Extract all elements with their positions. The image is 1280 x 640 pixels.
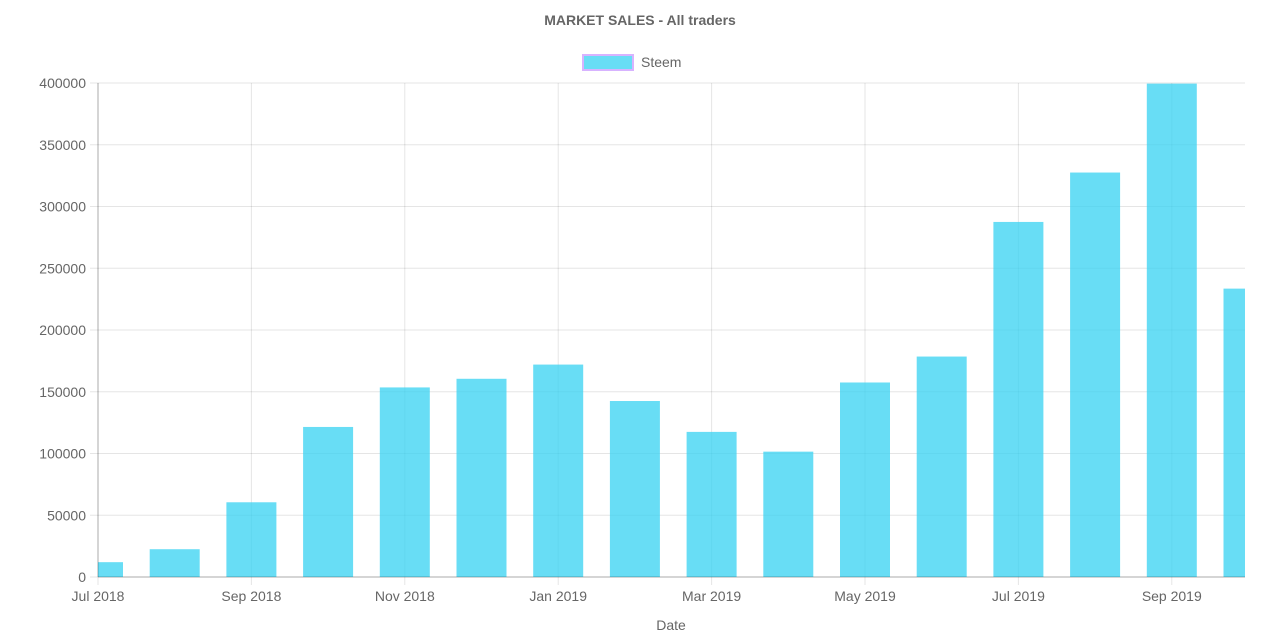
bar-2018-07[interactable] [98, 562, 123, 577]
y-tick-label: 100000 [39, 446, 86, 462]
x-tick-label: Mar 2019 [682, 588, 741, 604]
x-tick-label: Nov 2018 [375, 588, 435, 604]
y-tick-label: 150000 [39, 384, 86, 400]
bar-2018-08[interactable] [149, 549, 200, 577]
bar-2018-12[interactable] [456, 378, 507, 577]
bar-2018-10[interactable] [303, 426, 354, 577]
x-tick-label: Sep 2019 [1142, 588, 1202, 604]
y-tick-label: 300000 [39, 199, 86, 215]
bar-2019-01[interactable] [533, 364, 584, 577]
y-axis-ticks: 0 50000 100000 150000 200000 250000 300000 3500… [39, 75, 86, 585]
axes [97, 83, 1245, 578]
bar-2019-03[interactable] [686, 431, 737, 577]
bar-2019-05[interactable] [840, 382, 890, 577]
bar-2019-06[interactable] [916, 356, 967, 577]
bars [98, 83, 1246, 578]
y-tick-label: 0 [78, 569, 86, 585]
x-tick-label: Jul 2019 [992, 588, 1045, 604]
bar-2019-04[interactable] [763, 451, 814, 577]
y-tick-label: 200000 [39, 322, 86, 338]
y-tick-label: 400000 [39, 75, 86, 91]
bar-2018-11[interactable] [379, 387, 430, 577]
legend-label-steem: Steem [641, 54, 681, 70]
legend-swatch-steem [582, 54, 634, 71]
bar-2019-02[interactable] [609, 401, 660, 577]
y-tick-label: 250000 [39, 260, 86, 276]
x-tick-label: Sep 2018 [221, 588, 281, 604]
y-tick-label: 50000 [47, 507, 86, 523]
bar-2019-08[interactable] [1070, 172, 1121, 577]
bar-2018-09[interactable] [226, 502, 277, 577]
legend[interactable]: Steem [582, 54, 681, 71]
x-axis-title: Date [656, 617, 686, 633]
x-axis-ticks: Jul 2018 Sep 2018 Nov 2018 Jan 2019 Mar 2019… [72, 588, 1202, 604]
bar-2019-10[interactable] [1223, 288, 1246, 577]
x-tick-label: May 2019 [834, 588, 896, 604]
chart-title: MARKET SALES - All traders [544, 12, 736, 28]
x-tick-label: Jan 2019 [529, 588, 587, 604]
x-tick-label: Jul 2018 [72, 588, 125, 604]
bar-2019-09[interactable] [1146, 83, 1197, 578]
bar-2019-07[interactable] [993, 221, 1044, 577]
y-tick-label: 350000 [39, 137, 86, 153]
